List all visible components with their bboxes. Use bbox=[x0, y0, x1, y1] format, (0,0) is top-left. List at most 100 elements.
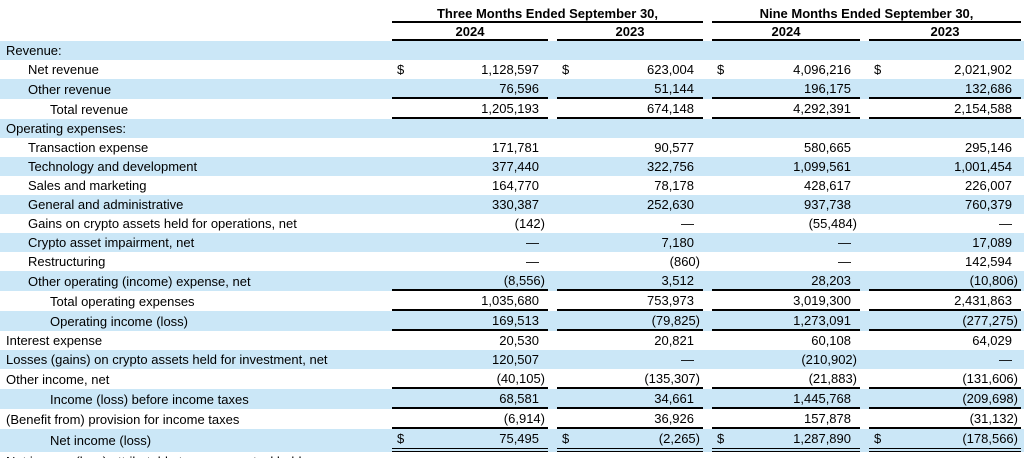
column-gap bbox=[860, 252, 869, 271]
value-cell: 3,512 bbox=[557, 271, 703, 291]
row-label: Interest expense bbox=[6, 333, 103, 348]
value-cell bbox=[557, 119, 703, 138]
table-row: Transaction expense 171,781 90,577 580,665 2… bbox=[0, 138, 1024, 157]
value-cell: 169,513 bbox=[392, 311, 548, 331]
value-text: 674,148 bbox=[647, 100, 694, 116]
value-text: 75,495 bbox=[499, 431, 539, 446]
value-cell bbox=[557, 41, 703, 60]
column-gap bbox=[703, 369, 712, 389]
row-label: Net income (loss) bbox=[50, 433, 152, 448]
value-text: 2,154,588 bbox=[954, 100, 1012, 116]
row-label: Total revenue bbox=[50, 101, 129, 117]
value-cell: $75,495 bbox=[392, 429, 548, 452]
value-cell: (55,484) bbox=[712, 214, 860, 233]
value-text: 3,019,300 bbox=[793, 292, 851, 308]
row-label: Other revenue bbox=[28, 81, 112, 97]
value-text: 1,001,454 bbox=[954, 159, 1012, 174]
row-label: Revenue: bbox=[6, 43, 62, 58]
value-cell: 64,029 bbox=[869, 331, 1021, 350]
value-text: 169,513 bbox=[492, 312, 539, 328]
value-cell: $623,004 bbox=[557, 60, 703, 79]
year-header-9m-2024: 2024 bbox=[712, 23, 860, 41]
value-cell: — bbox=[392, 233, 548, 252]
value-text: 28,203 bbox=[811, 272, 851, 288]
value-cell: 1,099,561 bbox=[712, 157, 860, 176]
value-cell: 1,205,193 bbox=[392, 99, 548, 119]
column-gap bbox=[703, 79, 712, 99]
value-cell: 76,596 bbox=[392, 79, 548, 99]
value-cell: (209,698) bbox=[869, 389, 1021, 409]
column-gap bbox=[548, 99, 557, 119]
value-text: (210,902) bbox=[801, 352, 857, 367]
value-cell: (31,132) bbox=[869, 409, 1021, 429]
value-text: 753,973 bbox=[647, 292, 694, 308]
value-text: 51,144 bbox=[654, 80, 694, 96]
year-header-3m-2023: 2023 bbox=[557, 23, 703, 41]
value-text: 2,431,863 bbox=[954, 292, 1012, 308]
column-gap bbox=[548, 429, 557, 452]
column-gap bbox=[548, 23, 557, 41]
column-gap bbox=[548, 195, 557, 214]
value-text: 64,029 bbox=[972, 333, 1012, 348]
value-text: 60,108 bbox=[811, 333, 851, 348]
table-row: Sales and marketing 164,770 78,178 428,617 2… bbox=[0, 176, 1024, 195]
column-gap bbox=[548, 291, 557, 311]
row-label: Other income, net bbox=[6, 371, 110, 387]
column-gap bbox=[548, 176, 557, 195]
column-gap bbox=[860, 176, 869, 195]
column-gap bbox=[860, 99, 869, 119]
value-text: (55,484) bbox=[808, 216, 857, 231]
value-text: (6,914) bbox=[503, 410, 545, 426]
value-cell: 157,878 bbox=[712, 409, 860, 429]
column-gap bbox=[703, 409, 712, 429]
value-text: — bbox=[838, 235, 851, 250]
value-cell: (6,914) bbox=[392, 409, 548, 429]
column-gap bbox=[548, 119, 557, 138]
row-label: General and administrative bbox=[28, 197, 184, 212]
column-gap bbox=[860, 79, 869, 99]
value-cell bbox=[869, 452, 1021, 458]
value-text: 428,617 bbox=[804, 178, 851, 193]
value-cell: 252,630 bbox=[557, 195, 703, 214]
value-text: (31,132) bbox=[969, 410, 1018, 426]
row-label: Crypto asset impairment, net bbox=[28, 235, 195, 250]
value-cell: 164,770 bbox=[392, 176, 548, 195]
column-gap bbox=[548, 350, 557, 369]
value-cell: 1,273,091 bbox=[712, 311, 860, 331]
column-group-header-row: Three Months Ended September 30, Nine Mo… bbox=[0, 0, 1024, 23]
value-cell: 28,203 bbox=[712, 271, 860, 291]
value-text: — bbox=[838, 254, 851, 269]
currency-symbol: $ bbox=[874, 62, 882, 77]
row-label: Technology and development bbox=[28, 159, 198, 174]
value-cell: 36,926 bbox=[557, 409, 703, 429]
value-text: 1,445,768 bbox=[793, 390, 851, 406]
value-text: — bbox=[681, 352, 694, 367]
column-gap bbox=[703, 119, 712, 138]
value-cell: 753,973 bbox=[557, 291, 703, 311]
value-cell: (210,902) bbox=[712, 350, 860, 369]
value-text: 20,530 bbox=[499, 333, 539, 348]
value-text: 1,273,091 bbox=[793, 312, 851, 328]
value-text: (142) bbox=[514, 216, 545, 231]
value-cell: — bbox=[557, 214, 703, 233]
value-text: 322,756 bbox=[647, 159, 694, 174]
currency-symbol: $ bbox=[562, 62, 570, 77]
value-cell: 2,431,863 bbox=[869, 291, 1021, 311]
value-cell: 580,665 bbox=[712, 138, 860, 157]
value-text: (178,566) bbox=[962, 431, 1018, 446]
table-row: Gains on crypto assets held for operatio… bbox=[0, 214, 1024, 233]
value-cell: 68,581 bbox=[392, 389, 548, 409]
value-cell bbox=[392, 119, 548, 138]
row-label: Sales and marketing bbox=[28, 178, 147, 193]
value-cell: 760,379 bbox=[869, 195, 1021, 214]
value-cell: 17,089 bbox=[869, 233, 1021, 252]
table-row: Net income (loss) $75,495 $ (2,265) $1,287,8… bbox=[0, 429, 1024, 452]
value-cell: 132,686 bbox=[869, 79, 1021, 99]
header-spacer bbox=[0, 5, 392, 23]
value-text: 164,770 bbox=[492, 178, 539, 193]
column-gap bbox=[860, 271, 869, 291]
column-gap bbox=[860, 350, 869, 369]
value-text: 17,089 bbox=[972, 235, 1012, 250]
column-gap bbox=[860, 157, 869, 176]
value-cell: 60,108 bbox=[712, 331, 860, 350]
